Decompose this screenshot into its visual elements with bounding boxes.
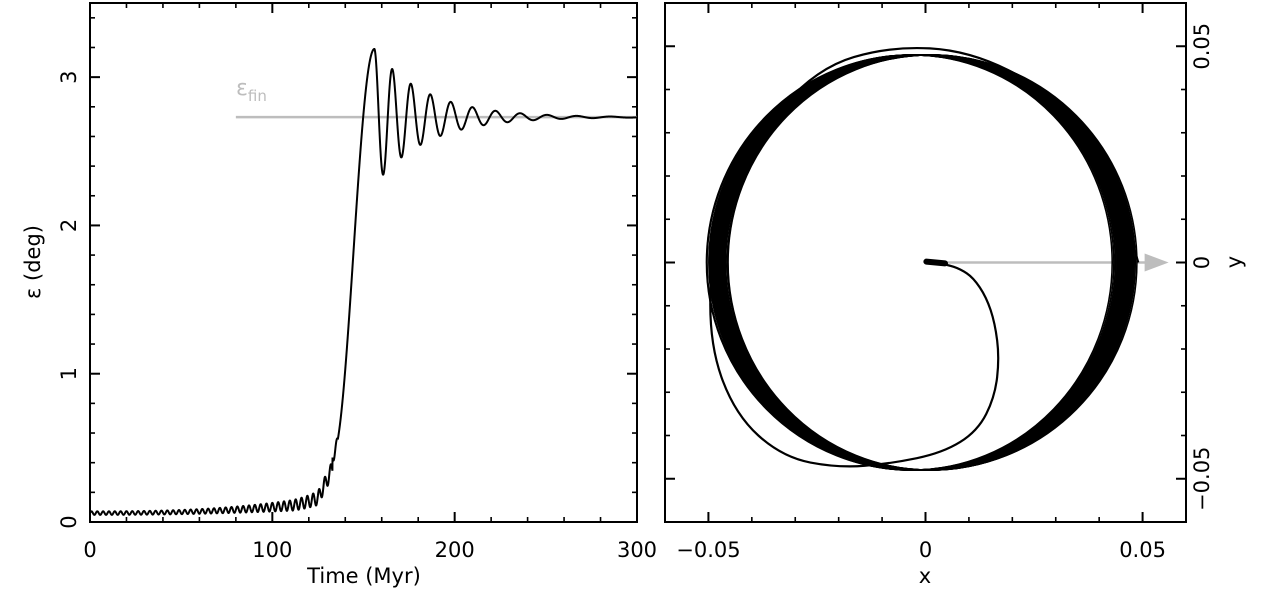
trajectory-start-cluster [923,258,949,267]
right-axes: −0.05 0 0.05 −0.05 0 0.05 [665,3,1214,562]
right-x-tick-label: 0.05 [1119,538,1166,562]
left-panel: 0 100 200 300 0 1 2 3 Time (Myr) ε (deg) εfin [21,2,657,588]
epsilon-fin-label: εfin [236,76,267,105]
left-y-tick-label: 1 [57,367,81,380]
left-x-tick-label: 200 [435,538,475,562]
left-plot-frame [89,2,638,523]
right-x-tick-label: 0 [919,538,932,562]
obliquity-series-line [89,47,638,516]
left-y-tick-label: 2 [57,219,81,232]
svg-text:εfin: εfin [236,76,267,105]
left-axes: 0 100 200 300 0 1 2 3 [57,3,657,562]
limit-cycle-band [705,54,1138,471]
left-x-axis-label: Time (Myr) [306,564,421,588]
right-y-tick-label: 0 [1190,256,1214,269]
limit-cycle-orbit [727,54,1135,471]
left-x-tick-label: 300 [617,538,657,562]
epsilon-fin-subscript: fin [248,87,267,105]
epsilon-fin-symbol: ε [236,76,248,101]
left-y-axis-label: ε (deg) [21,225,45,299]
right-x-axis-label: x [919,564,931,588]
left-y-tick-label: 3 [57,70,81,83]
precession-arrow-head [1144,253,1169,272]
left-x-tick-label: 100 [252,538,292,562]
right-plot-area [705,46,1169,471]
right-y-tick-label: −0.05 [1190,447,1214,511]
left-x-tick-label: 0 [83,538,96,562]
right-y-axis-label: y [1222,256,1246,268]
left-y-tick-label: 0 [57,515,81,528]
right-panel: −0.05 0 0.05 −0.05 0 0.05 x y [664,2,1246,588]
right-x-tick-label: −0.05 [676,538,740,562]
right-y-tick-label: 0.05 [1190,23,1214,70]
spiral-trajectory [709,46,1140,468]
left-plot-area [89,47,638,516]
